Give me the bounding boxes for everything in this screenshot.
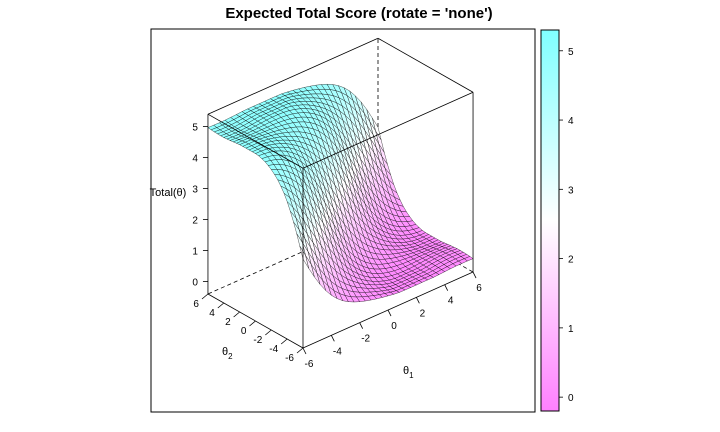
colorkey-tick-label: 1 (568, 324, 574, 335)
colorkey-tick-label: 0 (568, 393, 574, 404)
theta2-axis-label: θ2 (222, 346, 233, 361)
theta2-tick (217, 302, 225, 309)
box-edge (207, 37, 379, 115)
theta1-tick (387, 309, 392, 317)
theta1-tick-label: 2 (420, 308, 426, 319)
theta2-label-main: θ (222, 346, 228, 358)
box-edge (207, 113, 304, 169)
theta1-tick (444, 284, 449, 291)
colorkey-ticks: 0 1 2 3 4 5 (559, 47, 574, 404)
z-tick-label: 3 (192, 185, 198, 196)
z-tick-label: 4 (192, 154, 198, 165)
theta2-tick-label: 6 (193, 299, 199, 310)
z-tick-label: 1 (192, 247, 198, 258)
theta1-tick-label: 4 (448, 296, 454, 307)
theta1-label-main: θ (403, 365, 409, 377)
theta2-label-sub: 2 (228, 352, 233, 361)
theta2-tick-label: 0 (241, 326, 247, 337)
z-tick-label: 2 (192, 216, 198, 227)
colorkey-tick-label: 3 (568, 185, 574, 196)
theta1-tick-label: -6 (305, 359, 314, 370)
theta2-tick-label: -4 (269, 344, 278, 355)
theta1-tick (330, 335, 335, 342)
theta1-tick-label: -2 (361, 334, 370, 345)
colorkey-bar (540, 29, 560, 412)
box-edge (302, 91, 474, 169)
theta2-tick-label: -2 (253, 335, 262, 346)
theta2-tick (296, 347, 304, 354)
theta1-tick (416, 297, 420, 304)
theta2-tick (249, 320, 256, 327)
theta1-axis-label: θ1 (403, 365, 414, 380)
z-tick-label: 0 (192, 278, 198, 289)
theta1-tick-label: 0 (391, 321, 397, 332)
theta1-tick (302, 347, 307, 355)
colorkey-tick-label: 4 (568, 116, 574, 127)
z-axis-label: Total(θ) (150, 187, 187, 199)
theta2-tick-label: -6 (285, 353, 294, 364)
theta1-tick (359, 322, 364, 329)
plot-panel-frame (150, 28, 536, 413)
theta2-tick (201, 293, 209, 300)
z-tick-label: 5 (192, 123, 198, 134)
theta1-tick (472, 271, 477, 279)
theta1-label-sub: 1 (409, 371, 414, 380)
theta2-tick (233, 311, 240, 318)
theta2-tick-label: 2 (225, 317, 231, 328)
theta2-tick (280, 338, 288, 345)
theta1-tick-label: 6 (476, 283, 482, 294)
box-edge (377, 37, 474, 93)
theta2-tick (265, 329, 272, 336)
theta1-tick-label: -4 (333, 346, 342, 357)
chart-title: Expected Total Score (rotate = 'none') (225, 5, 492, 22)
surface-facet (299, 246, 309, 269)
colorkey-tick-label: 5 (568, 47, 574, 58)
surface-mesh (207, 84, 474, 303)
theta2-tick-label: 4 (209, 308, 215, 319)
colorkey-tick-label: 2 (568, 255, 574, 266)
